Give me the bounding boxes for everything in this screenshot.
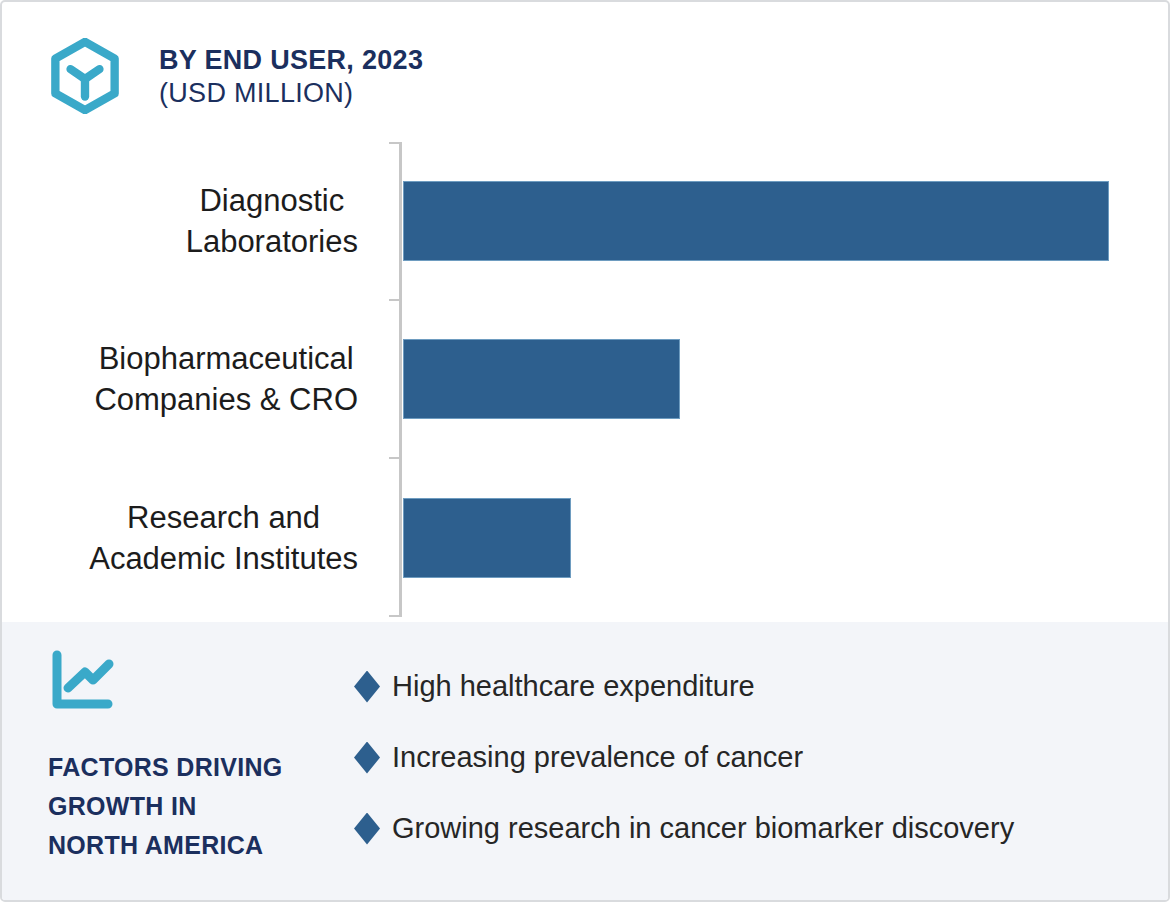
category-label-cell: Biopharmaceutical Companies & CRO — [2, 338, 372, 420]
category-label: Diagnostic Laboratories — [186, 180, 358, 262]
bar-research-academic-institutes — [403, 498, 571, 578]
category-label: Biopharmaceutical Companies & CRO — [94, 338, 358, 420]
factors-list: High healthcare expenditure Increasing p… — [354, 668, 1014, 847]
bar-chart: Diagnostic Laboratories Biopharmaceutica… — [2, 142, 1168, 617]
chart-title: BY END USER, 2023 — [159, 44, 423, 77]
factor-text: Growing research in cancer biomarker dis… — [392, 812, 1014, 845]
factors-heading-line: GROWTH IN — [48, 787, 283, 826]
diamond-bullet-icon — [354, 671, 380, 703]
category-label-line: Diagnostic — [186, 180, 358, 221]
category-label: Research and Academic Institutes — [89, 497, 358, 579]
bar-row-biopharmaceutical-companies-cro: Biopharmaceutical Companies & CRO — [2, 300, 1168, 458]
factors-heading: FACTORS DRIVING GROWTH IN NORTH AMERICA — [48, 748, 283, 865]
factor-text: High healthcare expenditure — [392, 670, 755, 703]
factors-heading-line: FACTORS DRIVING — [48, 748, 283, 787]
factors-heading-line: NORTH AMERICA — [48, 826, 283, 865]
infographic-frame: BY END USER, 2023 (USD MILLION) Diagnost… — [0, 0, 1170, 902]
bar-track — [403, 339, 1151, 419]
factor-text: Increasing prevalence of cancer — [392, 741, 803, 774]
bar-track — [403, 498, 1151, 578]
factor-item: High healthcare expenditure — [354, 668, 1014, 705]
chart-subtitle: (USD MILLION) — [159, 77, 423, 110]
category-label-cell: Diagnostic Laboratories — [2, 180, 372, 262]
factors-panel: FACTORS DRIVING GROWTH IN NORTH AMERICA … — [2, 622, 1168, 900]
bar-track — [403, 181, 1151, 261]
bar-row-research-academic-institutes: Research and Academic Institutes — [2, 459, 1168, 617]
factor-item: Growing research in cancer biomarker dis… — [354, 810, 1014, 847]
bar-row-diagnostic-laboratories: Diagnostic Laboratories — [2, 142, 1168, 300]
chart-header: BY END USER, 2023 (USD MILLION) — [47, 38, 423, 114]
category-label-line: Academic Institutes — [89, 538, 358, 579]
category-label-line: Laboratories — [186, 221, 358, 262]
hexagon-cube-logo-icon — [47, 38, 123, 114]
category-label-line: Biopharmaceutical — [94, 338, 358, 379]
bar-diagnostic-laboratories — [403, 181, 1109, 261]
category-label-line: Research and — [89, 497, 358, 538]
line-chart-icon — [48, 648, 120, 714]
bar-biopharmaceutical-companies-cro — [403, 339, 680, 419]
factor-item: Increasing prevalence of cancer — [354, 739, 1014, 776]
chart-title-block: BY END USER, 2023 (USD MILLION) — [159, 44, 423, 110]
factors-heading-block: FACTORS DRIVING GROWTH IN NORTH AMERICA — [48, 648, 283, 865]
category-label-line: Companies & CRO — [94, 379, 358, 420]
bar-rows: Diagnostic Laboratories Biopharmaceutica… — [2, 142, 1168, 617]
category-label-cell: Research and Academic Institutes — [2, 497, 372, 579]
diamond-bullet-icon — [354, 742, 380, 774]
diamond-bullet-icon — [354, 813, 380, 845]
